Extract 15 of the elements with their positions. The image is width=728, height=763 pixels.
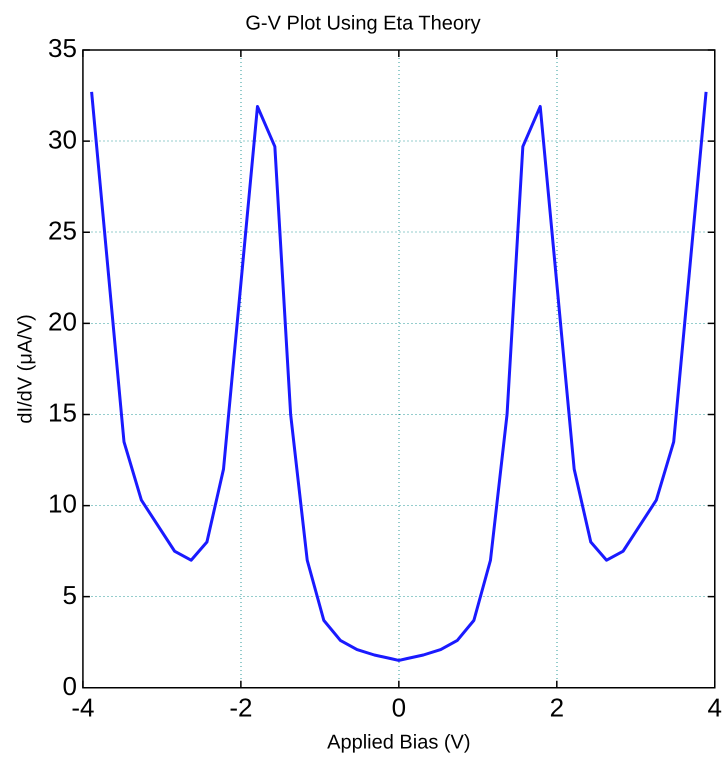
y-axis-title: dI/dV (μA/V) <box>14 314 37 424</box>
y-tick-label: 15 <box>48 398 77 428</box>
chart-title: G-V Plot Using Eta Theory <box>245 12 481 35</box>
y-tick-label: 30 <box>48 124 77 154</box>
x-tick-label: 0 <box>392 692 406 723</box>
y-tick-label: 35 <box>48 33 77 64</box>
y-tick-label: 25 <box>48 215 77 246</box>
x-tick-label: 4 <box>708 692 722 723</box>
y-tick-label: 0 <box>62 670 77 701</box>
y-tick-label: 10 <box>48 488 77 519</box>
y-tick-label: 20 <box>48 306 77 337</box>
x-axis-title: Applied Bias (V) <box>327 732 471 754</box>
y-tick-label: 5 <box>62 580 77 610</box>
x-tick-label: 2 <box>550 692 564 723</box>
x-tick-label: -2 <box>229 692 252 723</box>
